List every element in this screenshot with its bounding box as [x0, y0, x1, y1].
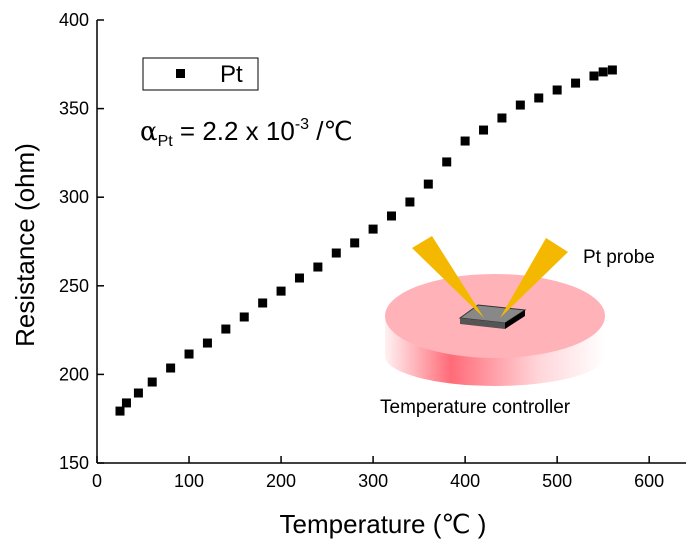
data-point: [350, 238, 360, 248]
y-axis-title: Resistance (ohm): [10, 143, 40, 347]
data-point: [331, 248, 341, 258]
y-tick-label: 400: [59, 10, 89, 30]
annotation: αPt = 2.2 x 10-3 /℃: [140, 116, 353, 150]
data-point: [121, 398, 131, 408]
data-point: [515, 100, 525, 110]
data-point: [598, 67, 608, 77]
x-tick-label: 500: [542, 471, 572, 491]
data-point: [313, 262, 323, 272]
annotation-superscript: -3: [295, 116, 309, 133]
data-point: [202, 338, 212, 348]
y-tick-label: 350: [59, 99, 89, 119]
data-point: [479, 125, 489, 135]
y-tick-label: 300: [59, 187, 89, 207]
data-point: [368, 224, 378, 234]
data-point: [571, 78, 581, 88]
sample-edge: [460, 318, 505, 329]
legend-box: [142, 57, 259, 91]
legend-label: Pt: [220, 61, 243, 88]
data-point: [258, 298, 268, 308]
x-tick-label: 400: [450, 471, 480, 491]
x-axis-title: Temperature (℃ ): [280, 509, 487, 539]
controller-label: Temperature controller: [380, 397, 571, 418]
annotation-subscript: Pt: [158, 133, 174, 150]
probe-left: [412, 236, 484, 318]
sample-edge-dark: [505, 310, 525, 329]
data-point: [294, 273, 304, 283]
x-tick-label: 600: [634, 471, 664, 491]
data-point: [552, 85, 562, 95]
data-point: [534, 93, 544, 103]
probe-label: Pt probe: [583, 247, 655, 268]
data-point: [497, 113, 507, 123]
y-tick-label: 150: [59, 453, 89, 473]
data-point: [589, 71, 599, 81]
data-point: [276, 286, 286, 296]
data-point: [460, 136, 470, 146]
data-point: [115, 406, 125, 416]
inset-diagram: Pt probe Temperature controller: [380, 236, 655, 418]
data-point: [133, 388, 143, 398]
x-tick-label: 200: [266, 471, 296, 491]
data-point: [442, 157, 452, 167]
x-tick-label: 300: [358, 471, 388, 491]
annotation-unit: /℃: [309, 116, 353, 146]
data-point: [423, 179, 433, 189]
data-point: [405, 197, 415, 207]
probe-right: [500, 238, 568, 318]
data-point: [239, 312, 249, 322]
y-tick-label: 250: [59, 276, 89, 296]
data-point: [184, 349, 194, 359]
data-point: [166, 363, 176, 373]
data-point: [221, 324, 231, 334]
legend-marker: [176, 69, 185, 78]
x-tick-label: 0: [92, 471, 102, 491]
y-tick-label: 200: [59, 364, 89, 384]
annotation-text: = 2.2 x 10: [173, 116, 295, 146]
x-tick-label: 100: [174, 471, 204, 491]
data-point: [387, 211, 396, 221]
data-point: [147, 377, 157, 387]
data-point: [607, 65, 617, 75]
annotation-symbol: α: [140, 117, 158, 147]
